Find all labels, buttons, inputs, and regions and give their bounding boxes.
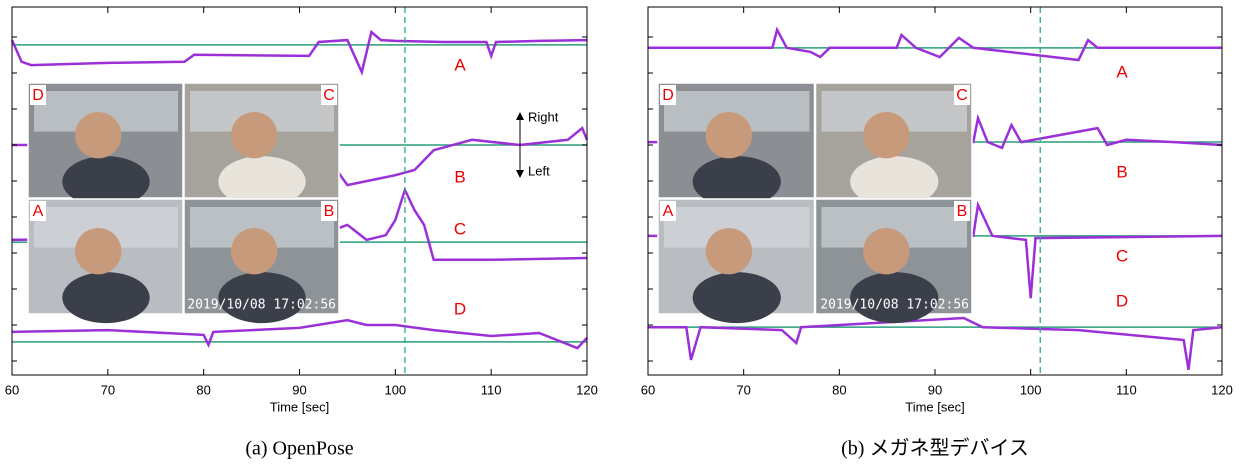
quadrant-label: A xyxy=(663,203,674,220)
label-box xyxy=(321,201,337,221)
signal-line xyxy=(648,316,1223,370)
person-head xyxy=(863,228,910,275)
person-head xyxy=(231,228,278,275)
x-tick-label: 70 xyxy=(101,382,115,397)
quadrant-label: C xyxy=(323,87,335,104)
x-tick-label: 80 xyxy=(196,382,210,397)
quadrant-label: B xyxy=(324,203,335,220)
person-body xyxy=(218,156,306,208)
x-tick-label: 80 xyxy=(832,382,846,397)
person-head xyxy=(231,112,278,159)
x-tick-label: 70 xyxy=(736,382,750,397)
x-tick-label: 110 xyxy=(1116,382,1137,397)
label-box xyxy=(954,201,970,221)
signal-line xyxy=(648,200,1223,299)
label-box xyxy=(321,85,337,105)
signal-line xyxy=(648,26,1222,62)
x-tick-label: 110 xyxy=(481,382,502,397)
arrow-head xyxy=(516,170,524,178)
signal-line xyxy=(11,186,588,262)
signal-line xyxy=(11,318,588,350)
signal-line xyxy=(648,113,1223,150)
quadrant-label: D xyxy=(662,87,674,104)
series-label: A xyxy=(454,55,466,74)
person-body xyxy=(62,156,150,208)
series-label: A xyxy=(1116,62,1128,81)
x-tick-label: 100 xyxy=(1020,382,1042,397)
person-head xyxy=(75,228,122,275)
person-body xyxy=(218,272,306,324)
label-box xyxy=(660,85,676,105)
series-label: D xyxy=(454,299,466,318)
person-head xyxy=(863,112,910,159)
person-body xyxy=(850,272,939,324)
person-body xyxy=(692,272,781,324)
caption: (a) OpenPose xyxy=(245,438,353,460)
x-tick-label: 60 xyxy=(5,382,19,397)
timestamp: 2019/10/08 17:02:56 xyxy=(187,298,336,313)
caption: (b) メガネ型デバイス xyxy=(841,437,1029,460)
x-tick-label: 60 xyxy=(641,382,655,397)
x-tick-label: 100 xyxy=(384,382,406,397)
series-label: D xyxy=(1116,291,1128,310)
annotation: Right xyxy=(528,109,559,124)
person-head xyxy=(75,112,122,159)
annotation: Left xyxy=(528,163,550,178)
timestamp: 2019/10/08 17:02:56 xyxy=(820,298,969,313)
x-axis-label: Time [sec] xyxy=(270,399,329,414)
x-tick-label: 90 xyxy=(292,382,306,397)
person-body xyxy=(62,272,150,324)
quadrant-label: C xyxy=(956,87,968,104)
person-body xyxy=(850,156,939,208)
quadrant-label: B xyxy=(957,203,968,220)
series-label: B xyxy=(1116,162,1127,181)
label-box xyxy=(30,201,46,221)
x-tick-label: 120 xyxy=(576,382,598,397)
x-axis-label: Time [sec] xyxy=(905,399,964,414)
quadrant-label: D xyxy=(32,87,44,104)
label-box xyxy=(660,201,676,221)
series-label: B xyxy=(454,167,465,186)
label-box xyxy=(30,85,46,105)
x-tick-label: 120 xyxy=(1211,382,1233,397)
label-box xyxy=(954,85,970,105)
series-label: C xyxy=(454,219,466,238)
person-head xyxy=(705,112,753,159)
arrow-head xyxy=(516,112,524,120)
person-body xyxy=(692,156,781,208)
person-head xyxy=(705,228,753,275)
signal-line xyxy=(10,29,588,76)
quadrant-label: A xyxy=(33,203,44,220)
series-label: C xyxy=(1116,246,1128,265)
x-tick-label: 90 xyxy=(928,382,942,397)
